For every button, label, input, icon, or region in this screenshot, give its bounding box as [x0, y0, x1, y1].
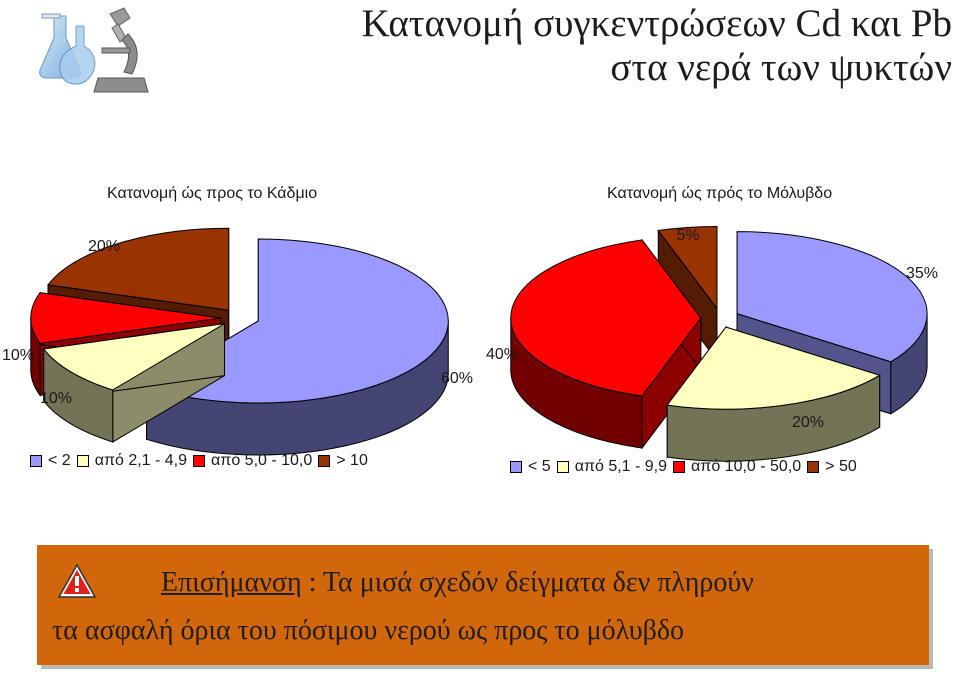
- legend-label: < 5: [528, 458, 551, 475]
- legend-swatch-blue: [30, 455, 42, 467]
- legend-label: > 10: [336, 452, 368, 469]
- lead-pie-chart: 35% 20% 40% 5%: [486, 226, 938, 462]
- note-separator: :: [301, 567, 323, 598]
- legend-swatch-red: [673, 461, 686, 473]
- legend-label: από 2,1 - 4,9: [94, 452, 188, 469]
- pie-data-label: 40%: [486, 346, 518, 363]
- title-line-2: στα νερά των ψυκτών: [610, 46, 952, 89]
- title-line-1: Κατανομή συγκεντρώσεων Cd και Pb: [361, 2, 952, 45]
- slide-title: Κατανομή συγκεντρώσεων Cd και Pb στα νερ…: [362, 2, 952, 90]
- pie-slice: [666, 325, 881, 462]
- legend-item: από 2,1 - 4,9: [76, 452, 188, 470]
- pie-data-label: 20%: [792, 414, 824, 431]
- pie-data-label: 20%: [88, 238, 120, 255]
- pie-slice-top: [736, 231, 928, 363]
- legend-item: από 5,1 - 9,9: [556, 458, 668, 476]
- cadmium-legend: < 2 από 2,1 - 4,9 από 5,0 - 10,0 > 10: [30, 452, 374, 470]
- note-text-1: Τα μισά σχεδόν δείγματα δεν πληρούν: [322, 567, 754, 598]
- pie-slice-top: [47, 227, 230, 311]
- note-box: Επισήμανση : Τα μισά σχεδόν δείγματα δεν…: [37, 545, 929, 665]
- pie-slice-top: [30, 292, 221, 344]
- legend-label: από 5,1 - 9,9: [574, 458, 668, 475]
- lead-chart-title: Κατανομή ώς πρός το Μόλυβδο: [607, 185, 833, 202]
- pie-slice: [42, 322, 225, 443]
- cadmium-pie-chart: 60% 10% 10% 20%: [2, 227, 473, 456]
- legend-swatch-yellow: [76, 455, 89, 467]
- warning-triangle-icon: [57, 563, 97, 598]
- legend-swatch-yellow: [556, 461, 569, 473]
- cadmium-chart-title: Κατανομή ώς προς το Κάδμιο: [107, 185, 318, 202]
- pie-slice: [510, 238, 702, 450]
- lead-legend: < 5 από 5,1 - 9,9 από 10,0 - 50,0 > 50: [510, 458, 863, 476]
- pie-data-label: 10%: [40, 390, 72, 407]
- legend-label: από 5,0 - 10,0: [211, 452, 313, 469]
- legend-swatch-brown: [318, 455, 331, 467]
- legend-swatch-brown: [807, 461, 820, 473]
- legend-label: από 10,0 - 50,0: [691, 458, 802, 475]
- legend-item: από 5,0 - 10,0: [193, 452, 312, 470]
- pie-slice-top: [657, 226, 718, 311]
- pie-data-label: 10%: [2, 347, 34, 364]
- pie-slice-top: [510, 239, 702, 397]
- note-line-2: τα ασφαλή όρια του πόσιμου νερού ως προς…: [52, 615, 685, 646]
- legend-item: από 10,0 - 50,0: [673, 458, 801, 476]
- note-line-1: Επισήμανση : Τα μισά σχεδόν δείγματα δεν…: [161, 567, 754, 599]
- pie-slice-top: [666, 326, 881, 410]
- legend-label: > 50: [825, 458, 857, 475]
- legend-swatch-red: [193, 455, 206, 467]
- legend-item: < 2: [30, 452, 71, 470]
- pie-charts-area: 60% 10% 10% 20% 35% 20% 40% 5%: [2, 226, 938, 462]
- note-heading: Επισήμανση: [161, 567, 302, 598]
- legend-item: > 50: [807, 458, 857, 476]
- legend-swatch-blue: [510, 461, 522, 473]
- laboratory-flasks-microscope-icon: [39, 7, 149, 93]
- pie-data-label: 35%: [906, 265, 938, 282]
- pie-data-label: 5%: [676, 227, 699, 244]
- legend-label: < 2: [48, 452, 71, 469]
- legend-item: < 5: [510, 458, 551, 476]
- pie-data-label: 60%: [441, 370, 473, 387]
- legend-item: > 10: [318, 452, 368, 470]
- pie-slice-top: [42, 323, 225, 391]
